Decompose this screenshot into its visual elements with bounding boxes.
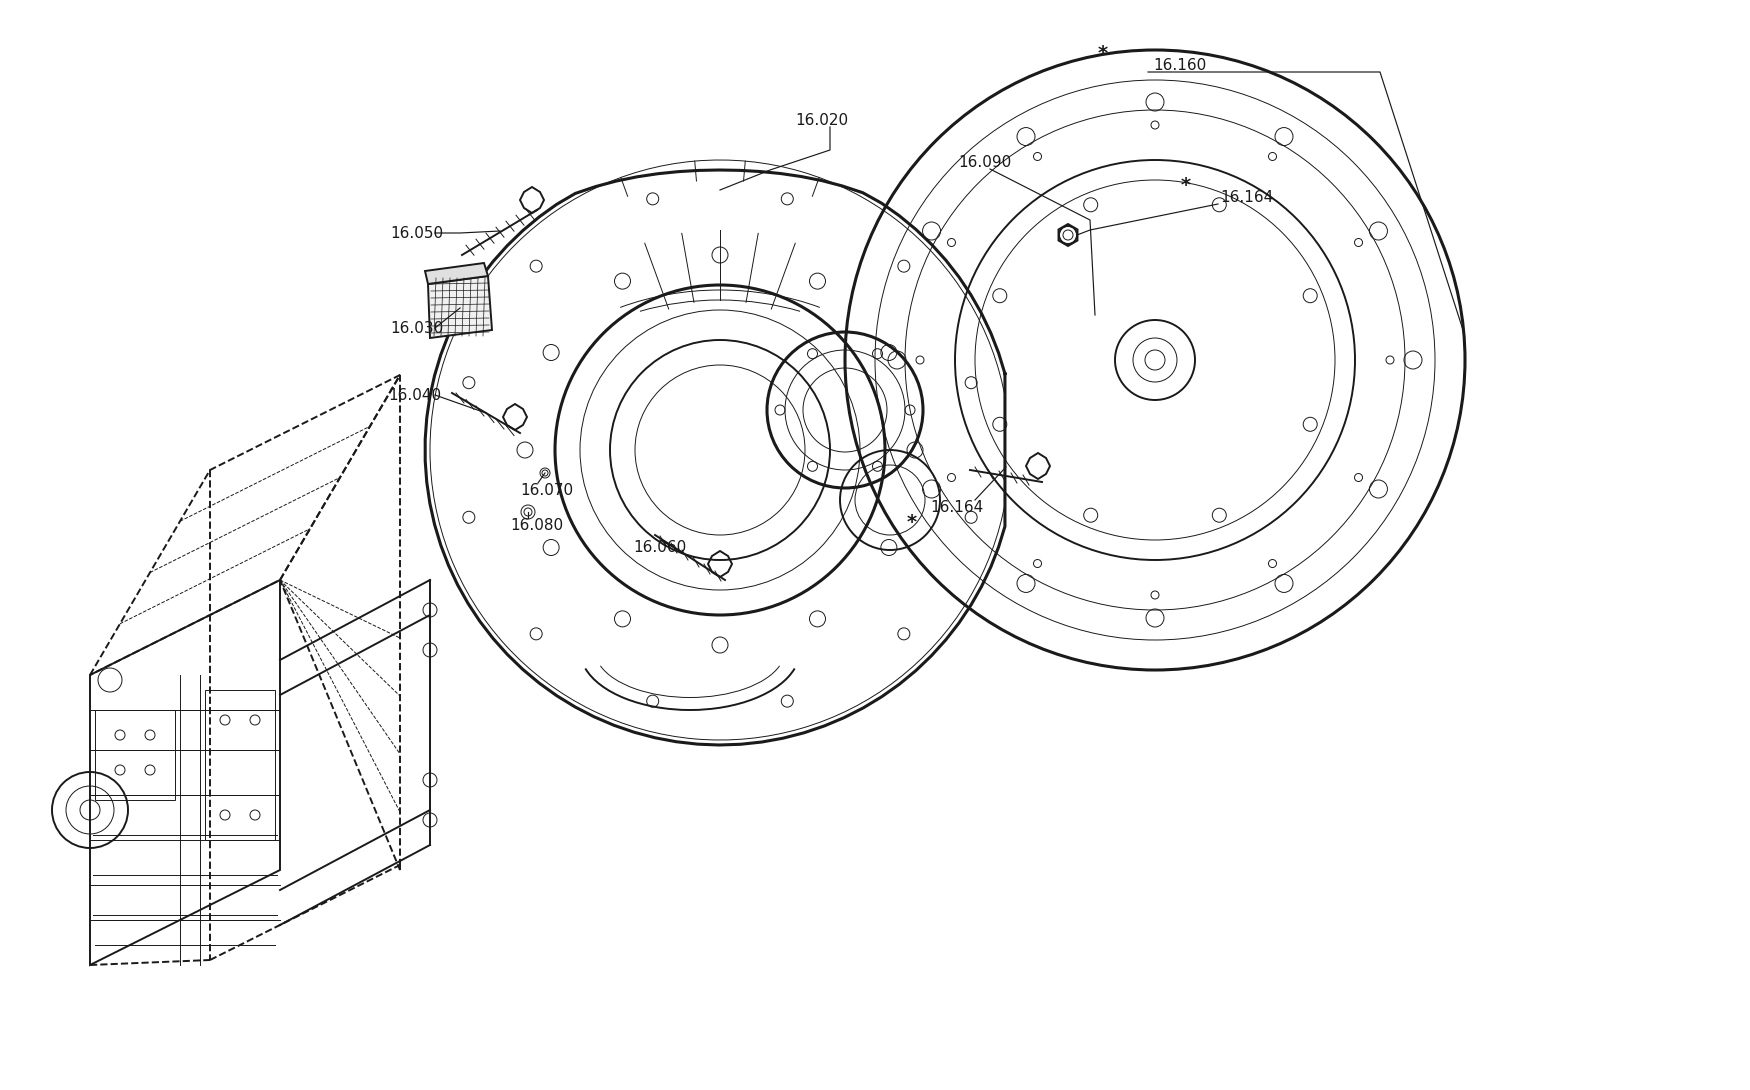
Text: 16.040: 16.040 bbox=[388, 388, 441, 402]
Polygon shape bbox=[425, 263, 488, 284]
Text: 16.164: 16.164 bbox=[1220, 190, 1274, 205]
Text: *: * bbox=[1181, 175, 1192, 194]
Text: 16.090: 16.090 bbox=[957, 155, 1012, 170]
Text: *: * bbox=[906, 512, 917, 532]
Polygon shape bbox=[429, 276, 492, 338]
Text: 16.030: 16.030 bbox=[390, 320, 443, 336]
Text: 16.050: 16.050 bbox=[390, 226, 443, 241]
Text: 16.160: 16.160 bbox=[1153, 58, 1206, 73]
Text: 16.164: 16.164 bbox=[929, 499, 984, 514]
Text: *: * bbox=[1097, 44, 1108, 62]
Text: 16.080: 16.080 bbox=[509, 518, 564, 533]
Text: 16.060: 16.060 bbox=[634, 540, 686, 555]
Text: 16.020: 16.020 bbox=[794, 112, 849, 128]
Text: 16.070: 16.070 bbox=[520, 483, 574, 497]
